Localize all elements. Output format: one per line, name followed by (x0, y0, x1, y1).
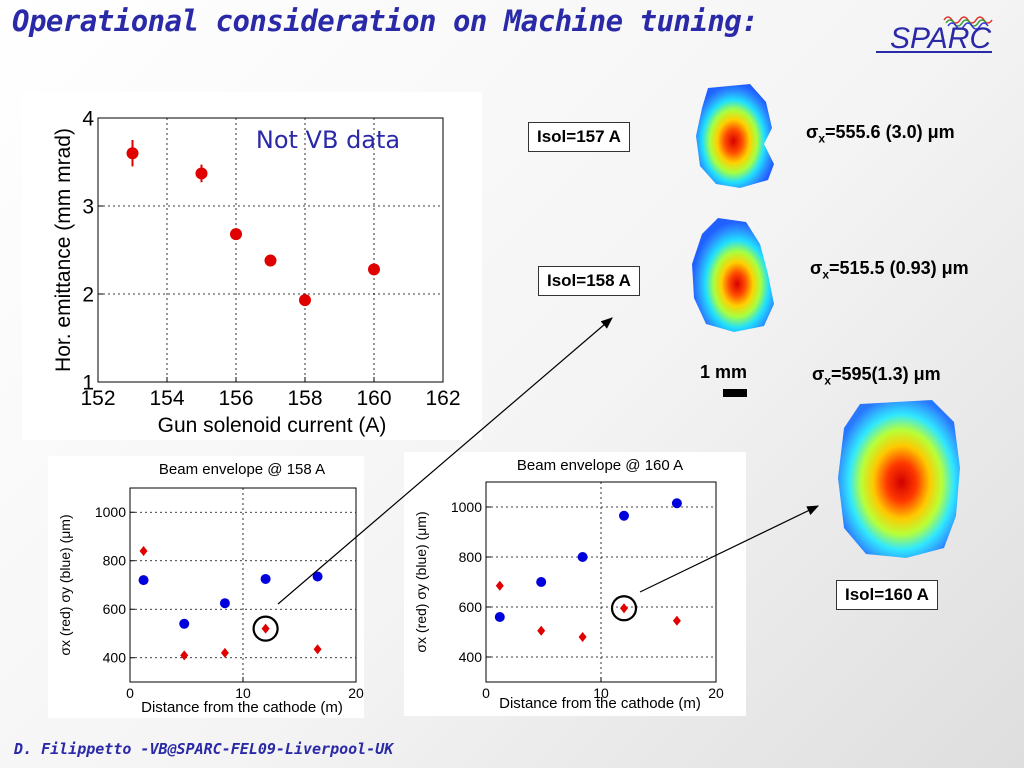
beam-spot-157 (696, 84, 774, 188)
sigma-157: σx=555.6 (3.0) μm (806, 122, 955, 146)
y-tick-label: 600 (459, 599, 483, 615)
scale-bar (723, 389, 747, 397)
y-tick-label: 3 (82, 195, 94, 218)
y-tick-label: 600 (103, 601, 127, 617)
x-tick-label: 10 (593, 685, 609, 701)
x-tick-label: 160 (356, 387, 391, 410)
x-tick-label: 154 (149, 387, 184, 410)
x-axis-label: Distance from the cathode (m) (141, 699, 343, 716)
x-axis-label: Distance from the cathode (m) (499, 695, 701, 712)
x-tick-label: 0 (482, 685, 490, 701)
envelope-160-panel: 0 10 20 400 600 800 1000 Beam envelope @ 160 A… (404, 452, 746, 716)
x-tick-label: 152 (80, 387, 115, 410)
logo-text: SPARC (890, 22, 991, 55)
y-tick-label: 1000 (451, 499, 482, 515)
data-point (260, 573, 271, 584)
grid-lines (129, 488, 357, 682)
x-tick-label: 158 (287, 387, 322, 410)
emittance-chart: 152 154 156 158 160 162 1 2 3 4 Not VB data Gun s… (52, 107, 461, 437)
data-point (620, 603, 628, 614)
data-point (619, 510, 629, 521)
y-axis-label: σx (red) σy (blue) (μm) (57, 514, 73, 655)
data-point (139, 546, 148, 557)
data-point (264, 254, 277, 267)
tick-labels: 0 10 20 400 600 800 1000 (95, 504, 364, 701)
data-point (577, 552, 588, 562)
sigma-158: σx=515.5 (0.93) μm (810, 258, 969, 282)
chart-title: Beam envelope @ 160 A (517, 457, 683, 474)
highlight-circle (610, 595, 638, 622)
scale-label: 1 mm (700, 362, 748, 382)
x-tick-label: 20 (348, 685, 364, 701)
data-point (219, 598, 230, 609)
data-point (195, 167, 208, 180)
data-point (126, 147, 139, 160)
emittance-chart-panel: 152 154 156 158 160 162 1 2 3 4 Not VB data Gun s… (22, 92, 482, 440)
data-point (578, 632, 587, 642)
slide-title: Operational consideration on Machine tun… (12, 4, 759, 38)
y-axis-label: Hor. emittance (mm mrad) (52, 128, 75, 372)
x-tick-label: 0 (126, 685, 134, 701)
data-point (230, 228, 242, 241)
chart-annotation: Not VB data (256, 126, 400, 154)
isol-158-label: Isol=158 A (538, 266, 640, 296)
sparc-logo: SPARC (876, 16, 993, 55)
data-point (536, 577, 547, 587)
y-tick-label: 400 (103, 650, 127, 666)
y-tick-label: 1000 (95, 504, 126, 520)
y-tick-label: 400 (459, 649, 483, 665)
data-point (138, 575, 149, 586)
beam-spot-160 (838, 400, 960, 558)
footer-credit: D. Filippetto -VB@SPARC-FEL09-Liverpool-… (14, 740, 394, 758)
data-point (368, 263, 380, 276)
data-point (671, 498, 682, 509)
data-point (672, 615, 681, 626)
data-point (261, 623, 270, 634)
y-tick-label: 800 (103, 553, 127, 569)
y-tick-label: 2 (82, 283, 94, 306)
highlight-circle (252, 615, 279, 642)
highlight-ring (252, 615, 279, 642)
data-point (494, 612, 505, 622)
x-tick-label: 156 (218, 387, 253, 410)
data-point (313, 644, 322, 655)
y-tick-label: 800 (459, 549, 483, 565)
x-axis-label: Gun solenoid current (A) (158, 414, 387, 437)
x-tick-label: 20 (708, 685, 724, 701)
chart-title: Beam envelope @ 158 A (159, 461, 325, 478)
beam-spot-158 (692, 218, 774, 332)
data-point (299, 294, 311, 307)
envelope-158-panel: 0 10 20 400 600 800 1000 Beam envelope @ 158 A… (48, 456, 364, 718)
isol-160-label: Isol=160 A (836, 580, 938, 610)
isol-157-label: Isol=157 A (528, 122, 630, 152)
envelope-160-chart: 0 10 20 400 600 800 1000 Beam envelope @ 160 A… (413, 457, 724, 712)
data-point (312, 571, 323, 582)
y-axis-label: σx (red) σy (blue) (μm) (413, 511, 429, 652)
data-point (180, 650, 189, 661)
data-point (537, 625, 546, 636)
plot-area (97, 117, 444, 383)
y-tick-label: 1 (82, 371, 94, 394)
sigma-160: σx=595(1.3) μm (812, 364, 941, 388)
y-tick-label: 4 (82, 107, 94, 130)
envelope-158-chart: 0 10 20 400 600 800 1000 Beam envelope @ 158 A… (57, 461, 364, 716)
data-point (179, 618, 190, 629)
x-tick-label: 162 (425, 387, 460, 410)
data-points (126, 140, 380, 307)
data-point (220, 647, 229, 658)
x-tick-label: 10 (235, 685, 251, 701)
highlight-ring (610, 595, 638, 622)
